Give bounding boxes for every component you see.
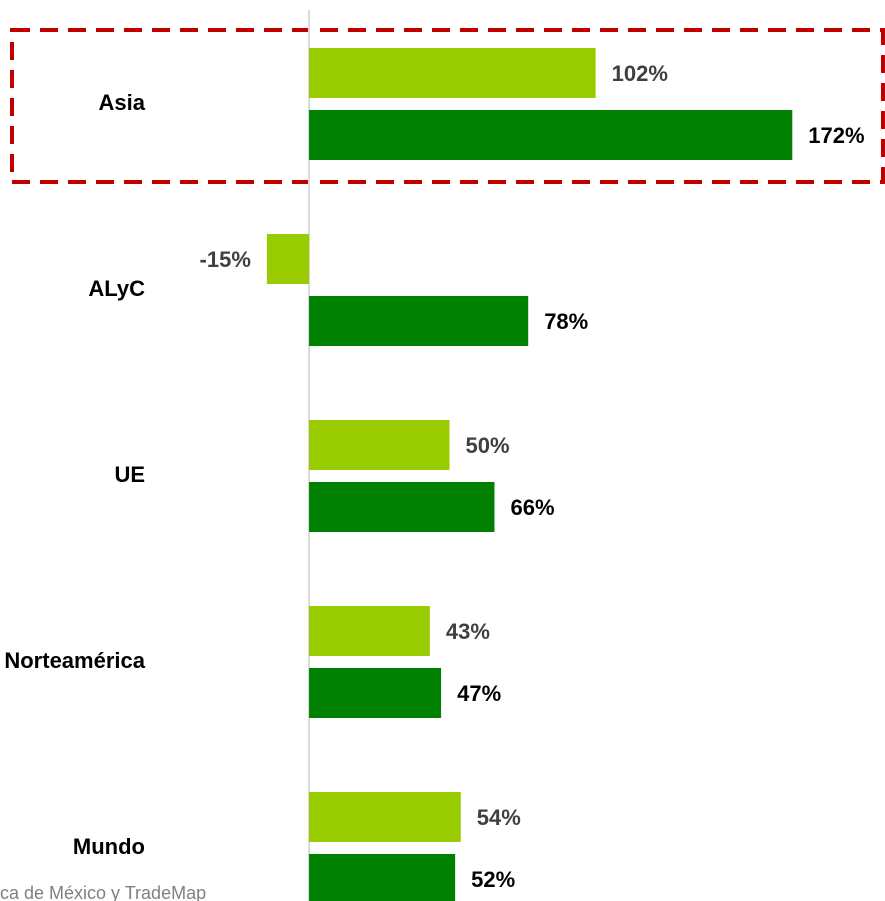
value-label: 102% [612, 61, 668, 86]
bar [309, 854, 456, 901]
bar [309, 420, 450, 470]
bar [309, 48, 596, 98]
value-label: 172% [808, 123, 864, 148]
value-label: 50% [466, 433, 510, 458]
bar [309, 482, 495, 532]
value-label: 43% [446, 619, 490, 644]
category-label: Norteamérica [4, 648, 145, 673]
bar [309, 668, 442, 718]
bar [309, 110, 793, 160]
value-label: 78% [544, 309, 588, 334]
category-label: UE [114, 462, 145, 487]
category-label: Asia [99, 90, 146, 115]
bar [309, 792, 461, 842]
source-note: ca de México y TradeMap [0, 883, 206, 901]
bar [309, 606, 430, 656]
value-label: 52% [471, 867, 515, 892]
category-label: ALyC [88, 276, 145, 301]
highlight-box [10, 28, 885, 184]
value-label: -15% [200, 247, 251, 272]
bar [309, 296, 529, 346]
value-label: 54% [477, 805, 521, 830]
category-label: Mundo [73, 834, 145, 859]
value-label: 66% [510, 495, 554, 520]
bar [266, 234, 310, 284]
value-label: 47% [457, 681, 501, 706]
